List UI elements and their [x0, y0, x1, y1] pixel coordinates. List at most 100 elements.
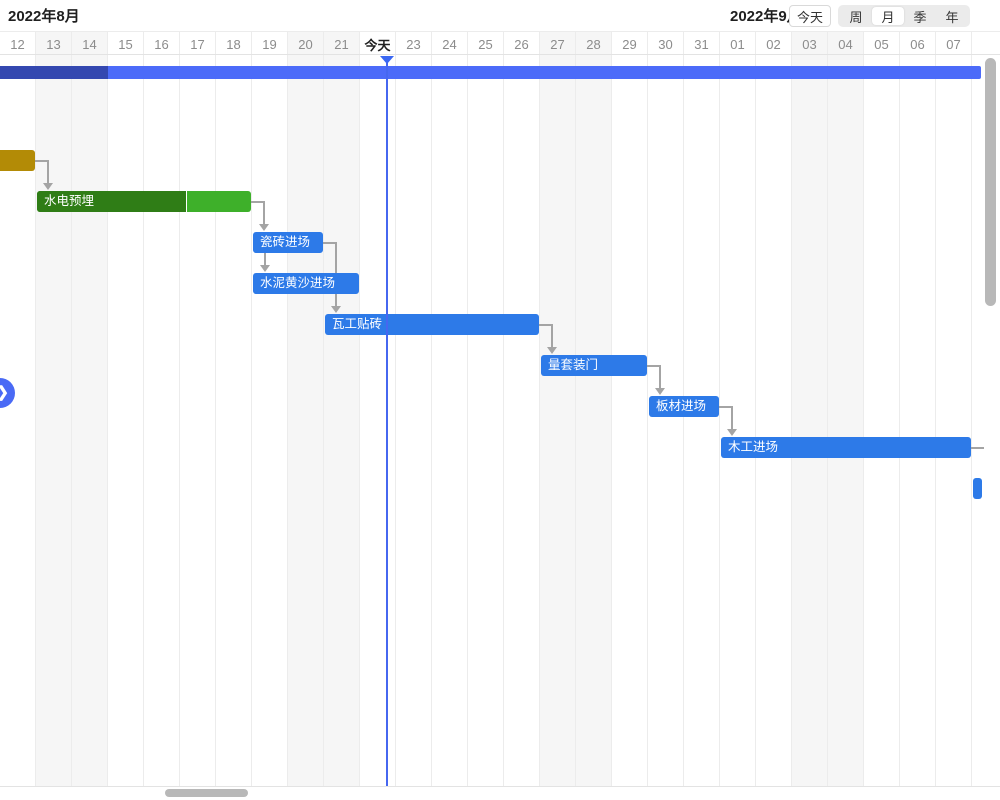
- grid-column: [936, 55, 972, 786]
- task-bar[interactable]: 水泥黄沙进场: [253, 273, 359, 294]
- task-label: 板材进场: [656, 399, 707, 413]
- date-cell: 30: [648, 32, 684, 54]
- dependency-arrowhead-icon: [547, 347, 557, 354]
- today-line: [386, 56, 388, 786]
- view-option-month[interactable]: 月: [872, 7, 904, 25]
- toolbar: 2022年8月 2022年9月 今天 周 月 季 年: [0, 0, 1000, 31]
- dependency-arrowhead-icon: [331, 306, 341, 313]
- grid-column: [252, 55, 288, 786]
- expand-panel-button[interactable]: ❯: [0, 378, 15, 408]
- dependency-line: [647, 365, 661, 367]
- date-cell: 31: [684, 32, 720, 54]
- date-cell: 13: [36, 32, 72, 54]
- date-cell: 04: [828, 32, 864, 54]
- date-cell: 21: [324, 32, 360, 54]
- view-option-quarter[interactable]: 季: [913, 9, 927, 25]
- date-cell: 12: [0, 32, 36, 54]
- today-button[interactable]: 今天: [789, 5, 831, 27]
- grid-column: [216, 55, 252, 786]
- task-label: 量套装门: [548, 358, 599, 372]
- date-cell: 20: [288, 32, 324, 54]
- grid-column: [72, 55, 108, 786]
- month-label-september: 2022年9月: [730, 8, 802, 25]
- task-bar[interactable]: 瓷砖进场: [253, 232, 323, 253]
- dependency-arrowhead-icon: [43, 183, 53, 190]
- grid-column: [324, 55, 360, 786]
- today-marker-icon: [380, 56, 394, 64]
- dependency-line: [251, 201, 265, 203]
- date-cell: 16: [144, 32, 180, 54]
- task-label: 水泥黄沙进场: [260, 276, 336, 290]
- grid-column: [684, 55, 720, 786]
- grid-column: [144, 55, 180, 786]
- grid-column: [180, 55, 216, 786]
- view-option-week[interactable]: 周: [849, 9, 863, 25]
- dependency-arrowhead-icon: [260, 265, 270, 272]
- task-bar[interactable]: 木工进场: [721, 437, 971, 458]
- dependency-line: [731, 406, 733, 429]
- horizontal-scrollbar-thumb[interactable]: [165, 789, 248, 797]
- date-cell: 24: [432, 32, 468, 54]
- date-cell: 14: [72, 32, 108, 54]
- grid-column: [756, 55, 792, 786]
- date-cell: 18: [216, 32, 252, 54]
- date-cell: 25: [468, 32, 504, 54]
- grid-column: [576, 55, 612, 786]
- task-bar[interactable]: 量套装门: [541, 355, 647, 376]
- dependency-arrowhead-icon: [727, 429, 737, 436]
- date-cell: 15: [108, 32, 144, 54]
- grid-column: [864, 55, 900, 786]
- date-cell: 27: [540, 32, 576, 54]
- grid-column: [108, 55, 144, 786]
- dependency-line: [264, 253, 266, 265]
- summary-bar-remaining[interactable]: [108, 66, 981, 79]
- date-cell: 02: [756, 32, 792, 54]
- vertical-scrollbar-thumb[interactable]: [985, 58, 996, 306]
- dependency-line: [539, 324, 553, 326]
- date-cell: 23: [396, 32, 432, 54]
- date-cell: 03: [792, 32, 828, 54]
- grid-column: [432, 55, 468, 786]
- task-bar[interactable]: [0, 150, 35, 171]
- grid-column: [612, 55, 648, 786]
- dependency-line: [47, 160, 49, 183]
- dependency-line: [971, 447, 984, 449]
- date-cell: 05: [864, 32, 900, 54]
- task-label: 瓷砖进场: [260, 235, 311, 249]
- grid-column: [0, 55, 36, 786]
- date-cell: 28: [576, 32, 612, 54]
- view-option-year[interactable]: 年: [945, 9, 959, 25]
- grid-column: [540, 55, 576, 786]
- dependency-line: [263, 201, 265, 224]
- task-label: 木工进场: [728, 440, 779, 454]
- dependency-arrowhead-icon: [259, 224, 269, 231]
- grid-column: [36, 55, 72, 786]
- date-cell: 26: [504, 32, 540, 54]
- grid-column: [360, 55, 396, 786]
- task-bar[interactable]: 水电预埋: [37, 191, 251, 212]
- date-cell: 06: [900, 32, 936, 54]
- summary-bar-completed[interactable]: [0, 66, 108, 79]
- date-cell: 29: [612, 32, 648, 54]
- grid-column: [792, 55, 828, 786]
- grid-column: [288, 55, 324, 786]
- grid-column: [720, 55, 756, 786]
- date-cell: 今天: [360, 32, 396, 54]
- dependency-line: [551, 324, 553, 347]
- date-cell: 01: [720, 32, 756, 54]
- date-cell: 19: [252, 32, 288, 54]
- dependency-line: [719, 406, 733, 408]
- task-bar[interactable]: 瓦工贴砖: [325, 314, 539, 335]
- grid-column: [828, 55, 864, 786]
- date-cell: [972, 32, 1000, 54]
- date-cell: 07: [936, 32, 972, 54]
- date-header-row: 12 13 14 15 16 17 18 19 20 21 今天 23 24 25 26 27 28 29 30 31…: [0, 31, 1000, 55]
- task-progress-fill: [37, 191, 187, 212]
- view-switcher: 周 月 季 年: [838, 5, 970, 27]
- dependency-line: [35, 160, 49, 162]
- task-bar[interactable]: 板材进场: [649, 396, 719, 417]
- task-label: 水电预埋: [44, 194, 95, 208]
- grid-column: [468, 55, 504, 786]
- task-bar[interactable]: [973, 478, 982, 499]
